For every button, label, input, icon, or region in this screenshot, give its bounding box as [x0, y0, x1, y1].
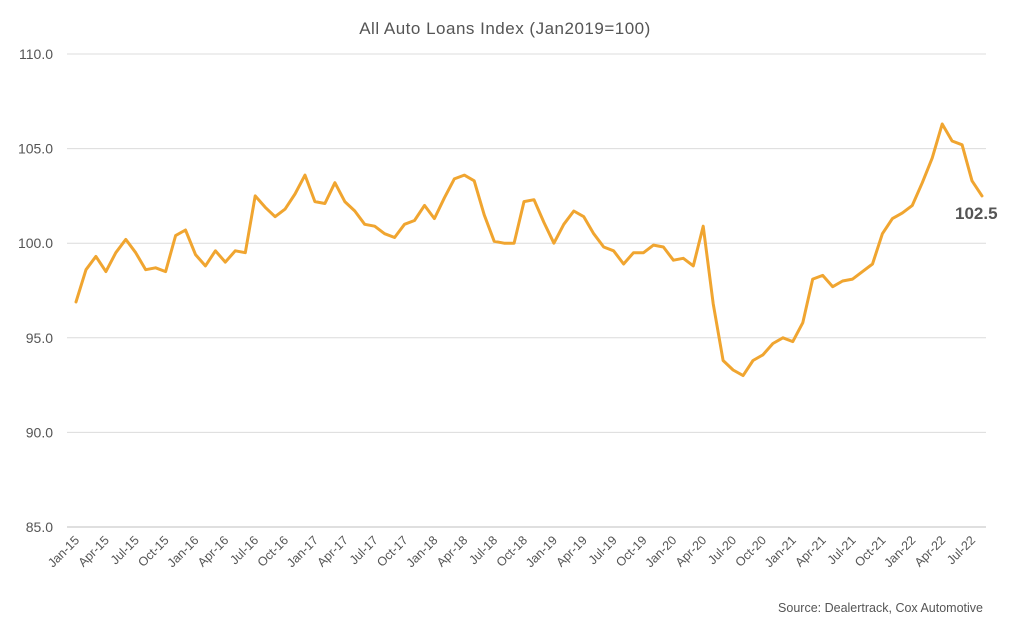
source-note: Source: Dealertrack, Cox Automotive [778, 601, 983, 615]
x-axis-ticks: Jan-15Apr-15Jul-15Oct-15Jan-16Apr-16Jul-… [45, 533, 978, 570]
x-tick-label: Jan-20 [643, 533, 680, 570]
x-tick-label: Jul-22 [944, 533, 978, 567]
x-tick-label: Oct-15 [135, 533, 171, 569]
x-tick-label: Oct-20 [733, 533, 769, 569]
x-tick-label: Apr-16 [195, 533, 231, 569]
x-tick-label: Jan-19 [523, 533, 560, 570]
x-tick-label: Jan-21 [762, 533, 799, 570]
end-value-label: 102.5 [955, 204, 998, 223]
x-tick-label: Apr-17 [314, 533, 350, 569]
x-tick-label: Oct-19 [613, 533, 649, 569]
x-tick-label: Jan-18 [404, 533, 441, 570]
chart-title: All Auto Loans Index (Jan2019=100) [359, 19, 651, 38]
x-tick-label: Oct-16 [255, 533, 291, 569]
series-line [74, 122, 984, 378]
series-group [74, 122, 984, 378]
y-tick-label: 95.0 [26, 330, 53, 346]
x-tick-label: Oct-18 [494, 533, 530, 569]
y-tick-label: 90.0 [26, 424, 53, 440]
x-tick-label: Jan-22 [881, 533, 918, 570]
x-tick-label: Apr-15 [76, 533, 112, 569]
x-tick-label: Jan-15 [45, 533, 82, 570]
x-tick-label: Oct-21 [852, 533, 888, 569]
y-axis-ticks: 85.0 90.0 95.0 100.0 105.0 110.0 [18, 46, 53, 535]
x-tick-label: Apr-18 [434, 533, 470, 569]
y-tick-label: 105.0 [18, 141, 53, 157]
y-tick-label: 85.0 [26, 519, 53, 535]
x-tick-label: Apr-22 [912, 533, 948, 569]
y-tick-label: 110.0 [19, 46, 53, 62]
x-tick-label: Apr-20 [673, 533, 709, 569]
y-tick-label: 100.0 [18, 235, 53, 251]
x-tick-label: Jan-17 [284, 533, 321, 570]
x-tick-label: Jan-16 [165, 533, 202, 570]
x-tick-label: Apr-21 [792, 533, 828, 569]
x-tick-label: Oct-17 [374, 533, 410, 569]
gridlines [67, 53, 986, 528]
x-tick-label: Apr-19 [553, 533, 589, 569]
